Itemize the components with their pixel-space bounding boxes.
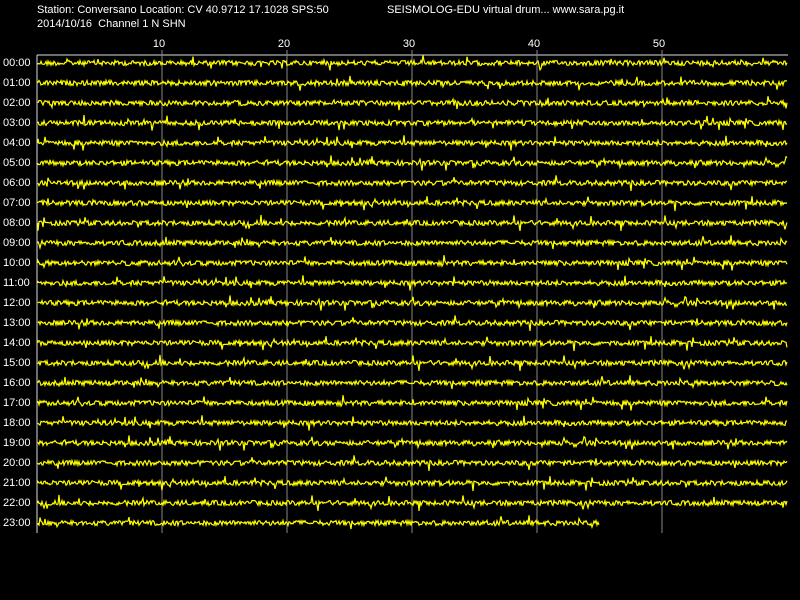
hour-label: 09:00 xyxy=(3,237,31,249)
trace xyxy=(37,214,788,231)
trace xyxy=(37,455,788,471)
hour-label: 18:00 xyxy=(3,417,31,429)
hour-label: 21:00 xyxy=(3,477,31,489)
trace xyxy=(37,96,788,111)
hour-label: 10:00 xyxy=(3,257,31,269)
hour-label: 07:00 xyxy=(3,197,31,209)
trace xyxy=(37,114,788,131)
program-info: SEISMOLOG-EDU virtual drum... www.sara.p… xyxy=(387,4,624,16)
hour-label: 11:00 xyxy=(3,277,30,289)
hour-label: 02:00 xyxy=(3,97,31,109)
minute-label: 20 xyxy=(278,38,290,50)
hour-label: 14:00 xyxy=(3,337,31,349)
trace xyxy=(37,295,787,311)
station-info: Station: Conversano Location: CV 40.9712… xyxy=(37,4,329,16)
date-channel: 2014/10/16 Channel 1 N SHN xyxy=(37,18,186,30)
trace xyxy=(37,354,788,371)
hour-label: 17:00 xyxy=(3,397,31,409)
trace xyxy=(37,75,788,91)
minute-label: 30 xyxy=(403,38,415,50)
hour-label: 23:00 xyxy=(3,517,31,529)
trace xyxy=(37,155,788,171)
hour-label: 15:00 xyxy=(3,357,31,369)
hour-label: 13:00 xyxy=(3,317,31,329)
hour-label: 22:00 xyxy=(3,497,31,509)
trace xyxy=(37,255,788,271)
trace xyxy=(37,135,788,151)
hour-label: 08:00 xyxy=(3,217,31,229)
hour-label: 20:00 xyxy=(3,457,31,469)
minute-label: 10 xyxy=(153,38,165,50)
trace xyxy=(37,315,788,331)
hour-label: 16:00 xyxy=(3,377,31,389)
trace xyxy=(37,336,788,352)
trace xyxy=(37,515,600,530)
hour-label: 12:00 xyxy=(3,297,31,309)
hour-label: 00:00 xyxy=(3,57,31,69)
trace xyxy=(37,196,788,212)
trace xyxy=(37,395,788,411)
hour-label: 19:00 xyxy=(3,437,31,449)
minute-label: 40 xyxy=(528,38,540,50)
trace xyxy=(37,55,788,72)
trace xyxy=(37,494,788,511)
minute-label: 50 xyxy=(653,38,665,50)
trace xyxy=(37,435,788,451)
trace xyxy=(37,415,788,431)
hour-label: 06:00 xyxy=(3,177,31,189)
hour-label: 03:00 xyxy=(3,117,31,129)
trace xyxy=(37,476,788,492)
trace xyxy=(37,275,788,291)
trace xyxy=(37,375,788,390)
trace xyxy=(37,235,788,251)
hour-label: 01:00 xyxy=(3,77,31,89)
hour-label: 05:00 xyxy=(3,157,31,169)
trace xyxy=(37,175,788,191)
hour-label: 04:00 xyxy=(3,137,31,149)
